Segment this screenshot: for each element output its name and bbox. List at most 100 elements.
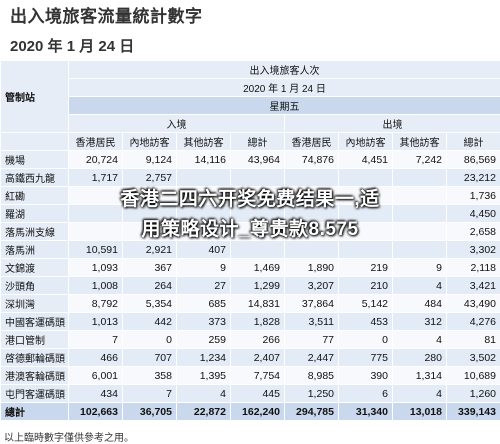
column-subheader: 總計: [447, 133, 500, 151]
row-checkpoint-name: 啓德郵輪碼頭: [1, 349, 69, 367]
table-cell: 367: [123, 259, 177, 277]
table-cell: [177, 169, 231, 187]
table-cell: 1,260: [447, 385, 500, 403]
table-cell: 2,407: [231, 349, 285, 367]
table-cell: 37,864: [285, 295, 339, 313]
weekday: 星期五: [69, 97, 500, 115]
table-cell: 7,242: [393, 151, 447, 169]
table-cell: 43,490: [447, 295, 500, 313]
column-subheader: 內地訪客: [339, 133, 393, 151]
table-cell: 0: [123, 331, 177, 349]
table-cell: 10,689: [447, 367, 500, 385]
table-cell: [393, 169, 447, 187]
table-cell: 1,093: [69, 259, 123, 277]
table-cell: 4: [177, 385, 231, 403]
column-subheader: 其他訪客: [177, 133, 231, 151]
overlay-line-1: 香港二四六开奖免费结果一,适: [0, 185, 500, 215]
table-cell: 27: [177, 277, 231, 295]
table-cell: 5,142: [339, 295, 393, 313]
total-cell: 339,143: [447, 403, 500, 421]
table-cell: 1,314: [393, 367, 447, 385]
column-subheader: 其他訪客: [393, 133, 447, 151]
table-cell: 9,124: [123, 151, 177, 169]
row-checkpoint-name: 屯門客運碼頭: [1, 385, 69, 403]
departure-header: 出境: [285, 115, 500, 133]
table-cell: 685: [177, 295, 231, 313]
table-cell: 358: [123, 367, 177, 385]
table-cell: 7,754: [231, 367, 285, 385]
checkpoint-header: 管制站: [1, 61, 69, 133]
table-cell: 210: [339, 277, 393, 295]
table-cell: 219: [339, 259, 393, 277]
table-cell: 1,395: [177, 367, 231, 385]
table-cell: 20,724: [69, 151, 123, 169]
table-cell: 4,451: [339, 151, 393, 169]
table-cell: 8,792: [69, 295, 123, 313]
table-cell: 1,250: [285, 385, 339, 403]
watermark-overlay: 香港二四六开奖免费结果一,适 用策略设计_尊贵款8.575: [0, 185, 500, 245]
table-cell: 390: [339, 367, 393, 385]
table-date: 2020 年 1 月 24 日: [69, 79, 500, 97]
table-cell: 442: [123, 313, 177, 331]
table-cell: 74,876: [285, 151, 339, 169]
table-cell: 14,116: [177, 151, 231, 169]
table-cell: 1,717: [69, 169, 123, 187]
table-cell: [231, 169, 285, 187]
total-cell: 31,340: [339, 403, 393, 421]
table-cell: 259: [177, 331, 231, 349]
table-cell: 1,469: [231, 259, 285, 277]
table-cell: 2,447: [285, 349, 339, 367]
total-cell: 102,663: [69, 403, 123, 421]
table-cell: 7: [123, 385, 177, 403]
table-cell: 3,207: [285, 277, 339, 295]
column-subheader: 內地訪客: [123, 133, 177, 151]
table-cell: 4: [393, 331, 447, 349]
table-cell: 86,569: [447, 151, 500, 169]
table-cell: 484: [393, 295, 447, 313]
row-checkpoint-name: 港口管制: [1, 331, 69, 349]
table-cell: 43,964: [231, 151, 285, 169]
table-cell: 2,118: [447, 259, 500, 277]
table-cell: 280: [393, 349, 447, 367]
table-cell: 77: [285, 331, 339, 349]
table-cell: 1,013: [69, 313, 123, 331]
table-cell: 264: [123, 277, 177, 295]
table-cell: [285, 169, 339, 187]
row-checkpoint-name: 港澳客輪碼頭: [1, 367, 69, 385]
total-cell: 294,785: [285, 403, 339, 421]
table-cell: 707: [123, 349, 177, 367]
table-cell: 8,985: [285, 367, 339, 385]
table-cell: 7: [69, 331, 123, 349]
row-checkpoint-name: 高鐵西九龍: [1, 169, 69, 187]
column-subheader: 香港居民: [69, 133, 123, 151]
page-date: 2020 年 1 月 24 日: [10, 35, 134, 56]
table-cell: 9: [177, 259, 231, 277]
table-cell: 373: [177, 313, 231, 331]
total-cell: 36,705: [123, 403, 177, 421]
table-cell: 4: [393, 385, 447, 403]
total-cell: 22,872: [177, 403, 231, 421]
total-cell: 13,018: [393, 403, 447, 421]
table-cell: 3,511: [285, 313, 339, 331]
table-cell: 23,212: [447, 169, 500, 187]
table-cell: 453: [339, 313, 393, 331]
table-cell: 3,421: [447, 277, 500, 295]
row-checkpoint-name: 沙頭角: [1, 277, 69, 295]
table-cell: 1,299: [231, 277, 285, 295]
table-cell: 445: [231, 385, 285, 403]
group-title: 出入境旅客人次: [69, 61, 500, 79]
row-checkpoint-name: 機場: [1, 151, 69, 169]
table-cell: 0: [339, 331, 393, 349]
table-cell: 2,757: [123, 169, 177, 187]
table-cell: 6,001: [69, 367, 123, 385]
table-cell: 81: [447, 331, 500, 349]
table-cell: 1,234: [177, 349, 231, 367]
overlay-line-2: 用策略设计_尊贵款8.575: [0, 215, 500, 245]
